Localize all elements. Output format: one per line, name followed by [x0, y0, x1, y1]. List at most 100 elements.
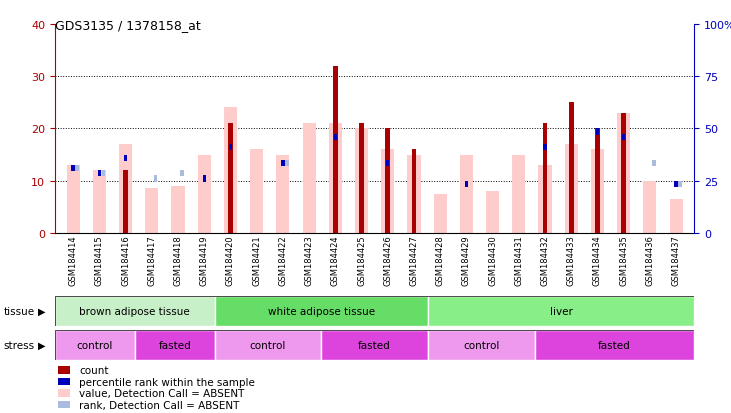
Text: fasted: fasted [358, 340, 391, 350]
Text: tissue: tissue [4, 306, 35, 316]
Bar [229, 145, 232, 151]
Bar [55, 330, 135, 360]
Bar [381, 150, 394, 233]
Bar [322, 330, 428, 360]
Bar [359, 124, 364, 233]
Bar [355, 129, 368, 233]
Text: GSM184427: GSM184427 [409, 235, 418, 285]
Bar [543, 145, 547, 151]
Text: GSM184423: GSM184423 [305, 235, 314, 285]
Text: control: control [463, 340, 499, 350]
Text: GSM184416: GSM184416 [121, 235, 130, 285]
Bar [333, 66, 338, 233]
Bar [276, 155, 289, 233]
Bar [465, 181, 468, 188]
Bar [486, 192, 499, 233]
Bar [617, 114, 630, 233]
Text: GSM184435: GSM184435 [619, 235, 628, 285]
Bar [670, 199, 683, 233]
Text: GSM184415: GSM184415 [95, 235, 104, 285]
Text: liver: liver [550, 306, 572, 316]
Bar [433, 194, 447, 233]
Text: GSM184418: GSM184418 [173, 235, 183, 285]
Bar [329, 124, 342, 233]
Bar [596, 129, 599, 135]
Text: GSM184431: GSM184431 [515, 235, 523, 285]
Bar [285, 160, 289, 166]
Text: GSM184424: GSM184424 [331, 235, 340, 285]
Bar [303, 124, 316, 233]
Bar [228, 124, 232, 233]
Text: GSM184428: GSM184428 [436, 235, 444, 285]
Bar [55, 296, 215, 326]
Text: GSM184420: GSM184420 [226, 235, 235, 285]
Text: count: count [79, 365, 108, 375]
Bar [102, 171, 105, 177]
Bar [281, 160, 284, 166]
Text: rank, Detection Call = ABSENT: rank, Detection Call = ABSENT [79, 400, 239, 410]
Text: fasted: fasted [159, 340, 191, 350]
Text: GSM184417: GSM184417 [148, 235, 156, 285]
Text: GSM184419: GSM184419 [200, 235, 209, 285]
Bar [250, 150, 263, 233]
Bar [621, 114, 626, 233]
Text: GSM184422: GSM184422 [279, 235, 287, 285]
Text: GDS3135 / 1378158_at: GDS3135 / 1378158_at [55, 19, 200, 31]
Text: GSM184434: GSM184434 [593, 235, 602, 285]
Bar [591, 150, 604, 233]
Bar [124, 171, 128, 233]
Bar [98, 171, 101, 177]
Text: ▶: ▶ [38, 340, 45, 350]
Bar [542, 124, 548, 233]
Bar [197, 155, 211, 233]
Bar [215, 296, 428, 326]
Bar [67, 166, 80, 233]
Text: GSM184429: GSM184429 [462, 235, 471, 285]
Bar [172, 186, 185, 233]
Bar [428, 296, 694, 326]
Text: GSM184425: GSM184425 [357, 235, 366, 285]
Bar [675, 181, 678, 188]
Bar [93, 171, 106, 233]
Text: white adipose tissue: white adipose tissue [268, 306, 375, 316]
Bar [652, 160, 656, 166]
Bar [119, 145, 132, 233]
Bar [72, 166, 75, 172]
Text: control: control [77, 340, 113, 350]
Bar [534, 330, 694, 360]
Text: fasted: fasted [598, 340, 631, 350]
Text: brown adipose tissue: brown adipose tissue [80, 306, 190, 316]
Bar [215, 330, 322, 360]
Bar [154, 176, 157, 182]
Bar [224, 108, 237, 233]
Bar [145, 189, 159, 233]
Text: stress: stress [4, 340, 35, 350]
Bar [124, 155, 127, 161]
Bar [678, 181, 682, 188]
Text: GSM184430: GSM184430 [488, 235, 497, 285]
Bar [539, 166, 552, 233]
Text: GSM184426: GSM184426 [383, 235, 393, 285]
Bar [333, 134, 337, 140]
Text: GSM184433: GSM184433 [567, 235, 576, 285]
Text: percentile rank within the sample: percentile rank within the sample [79, 377, 255, 387]
Bar [181, 171, 183, 177]
Text: GSM184436: GSM184436 [645, 235, 654, 285]
Bar [135, 330, 215, 360]
Bar [512, 155, 526, 233]
Text: value, Detection Call = ABSENT: value, Detection Call = ABSENT [79, 388, 244, 398]
Bar [202, 176, 206, 182]
Text: GSM184432: GSM184432 [540, 235, 550, 285]
Bar [460, 155, 473, 233]
Text: GSM184414: GSM184414 [69, 235, 77, 285]
Bar [407, 155, 420, 233]
Bar [564, 145, 577, 233]
Bar [643, 181, 656, 233]
Bar [428, 330, 534, 360]
Bar [385, 129, 390, 233]
Bar [412, 150, 417, 233]
Bar [75, 166, 79, 172]
Text: ▶: ▶ [38, 306, 45, 316]
Text: GSM184437: GSM184437 [672, 235, 681, 285]
Bar [622, 134, 626, 140]
